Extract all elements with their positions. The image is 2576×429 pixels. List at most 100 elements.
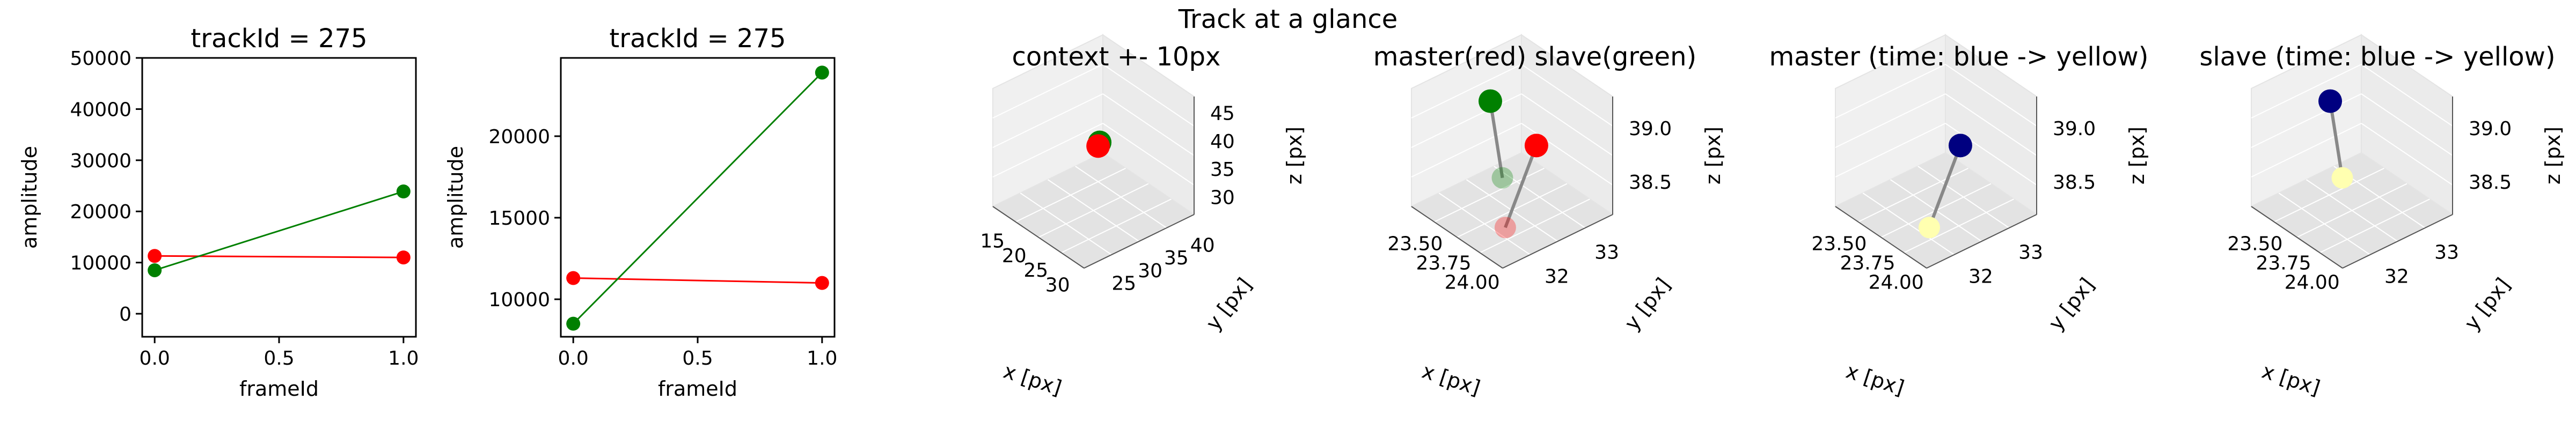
- y-axis-line: [2342, 214, 2453, 269]
- amplitude-chart-2: trackId = 275 0.0 0.5 1.0 10000 15000 20000 fra…: [444, 24, 837, 401]
- data-point: [2331, 167, 2353, 189]
- y-tick-label: 20000: [488, 126, 550, 148]
- grid-line: [1411, 64, 1522, 119]
- grid-line: [1945, 64, 2037, 127]
- x-tick-label: 23.50: [1811, 233, 1867, 255]
- z-tick-label: 38.5: [1629, 172, 1672, 194]
- grid-line: [2361, 123, 2453, 186]
- x-tick-label: 0.5: [264, 347, 294, 369]
- y-tick-label: 40: [1190, 234, 1215, 256]
- grid-line: [1835, 64, 1946, 119]
- y-tick-label: 33: [2434, 241, 2459, 263]
- data-point: [1479, 89, 1503, 113]
- x-tick-label: 23.75: [1416, 253, 1471, 275]
- y-tick-label: 30: [1138, 260, 1162, 282]
- x-tick-label: 1.0: [807, 347, 837, 369]
- y-axis-line: [1084, 214, 1195, 269]
- chart-title: slave (time: blue -> yellow): [2199, 42, 2555, 72]
- y-axis-label: amplitude: [18, 146, 41, 249]
- y-tick-label: 50000: [70, 48, 131, 70]
- y-tick-label: 15000: [488, 208, 550, 230]
- y-axis-label: y [px]: [2044, 273, 2099, 335]
- data-point: [1524, 134, 1548, 158]
- x-tick-label: 23.50: [2227, 233, 2282, 255]
- slave-time-3d-plot: slave (time: blue -> yellow) 23.5023.7524…: [2199, 34, 2565, 400]
- y-tick-label: 40000: [70, 99, 131, 121]
- y-tick-label: 0: [119, 304, 131, 326]
- x-axis-line: [2251, 206, 2343, 269]
- data-point: [148, 249, 162, 263]
- grid-line: [1494, 166, 1586, 228]
- grid-line: [1904, 198, 2014, 254]
- y-tick-label: 10000: [70, 253, 131, 275]
- x-axis-label: frameId: [658, 377, 737, 401]
- y-tick-label: 33: [1594, 241, 1619, 263]
- x-tick-label: 30: [1045, 275, 1070, 297]
- grid-line: [992, 93, 1103, 148]
- grid-line: [1945, 123, 2037, 186]
- y-tick-label: 25: [1111, 273, 1136, 295]
- data-point: [815, 65, 829, 80]
- figure-suptitle: Track at a glance: [1178, 4, 1398, 34]
- x-axis-line: [992, 206, 1085, 269]
- x-axis-label: x [px]: [2259, 359, 2323, 400]
- z-axis-label: z [px]: [1283, 127, 1306, 184]
- y-axis-line: [1502, 214, 1613, 269]
- x-axis-label: x [px]: [1001, 359, 1065, 400]
- grid-line: [2296, 183, 2407, 238]
- grid-line: [1061, 198, 1172, 254]
- grid-line: [2319, 198, 2430, 254]
- z-tick-label: 40: [1210, 131, 1235, 153]
- x-tick-label: 24.00: [1869, 271, 1924, 293]
- z-tick-label: 30: [1210, 187, 1235, 209]
- grid-line: [2361, 64, 2453, 127]
- data-point: [2318, 89, 2343, 113]
- data-point: [566, 316, 581, 331]
- x-tick-label: 15: [980, 230, 1005, 252]
- grid-line: [992, 64, 1103, 119]
- z-tick-label: 35: [1210, 159, 1235, 181]
- z-axis-label: z [px]: [2541, 127, 2565, 184]
- amplitude-chart-1: trackId = 275 0.0 0.5 1.0 0 10000 20000 30000 40…: [18, 24, 419, 401]
- data-point: [396, 184, 411, 199]
- z-tick-label: 38.5: [2053, 172, 2096, 194]
- x-axis-label: x [px]: [1419, 359, 1483, 400]
- z-tick-label: 39.0: [2053, 118, 2096, 140]
- grid-line: [1521, 93, 1613, 156]
- x-tick-label: 23.50: [1387, 233, 1443, 255]
- y-tick-label: 10000: [488, 289, 550, 311]
- data-point: [1948, 134, 1972, 158]
- series-line: [155, 255, 404, 258]
- x-axis-label: x [px]: [1843, 359, 1907, 400]
- grid-line: [1075, 166, 1167, 228]
- grid-line: [1521, 123, 1613, 186]
- data-point: [1918, 217, 1940, 239]
- x-tick-label: 20: [1002, 245, 1027, 267]
- x-tick-label: 23.75: [2256, 253, 2311, 275]
- y-tick-label: 33: [2018, 241, 2043, 263]
- series-line: [154, 190, 404, 271]
- chart-title: trackId = 275: [609, 24, 786, 54]
- x-tick-label: 0.0: [558, 347, 589, 369]
- x-tick-label: 0.5: [682, 347, 713, 369]
- grid-line: [1918, 166, 2010, 228]
- y-tick-label: 35: [1164, 247, 1189, 269]
- y-axis-label: y [px]: [2460, 273, 2515, 335]
- data-point: [148, 263, 162, 277]
- grid-line: [2251, 123, 2362, 177]
- y-tick-label: 20000: [70, 201, 131, 223]
- y-axis-label: y [px]: [1201, 273, 1256, 335]
- data-point: [1086, 134, 1110, 158]
- x-tick-label: 23.75: [1840, 253, 1895, 275]
- y-axis-label: amplitude: [444, 146, 467, 249]
- x-tick-label: 0.0: [140, 347, 170, 369]
- track-segment: [1489, 101, 1504, 179]
- y-tick-label: 32: [1545, 266, 1569, 288]
- grid-line: [2251, 93, 2362, 148]
- x-tick-label: 1.0: [388, 347, 419, 369]
- track-segment: [1928, 145, 1962, 228]
- z-axis-label: z [px]: [2125, 127, 2149, 184]
- grid-line: [1835, 93, 1946, 148]
